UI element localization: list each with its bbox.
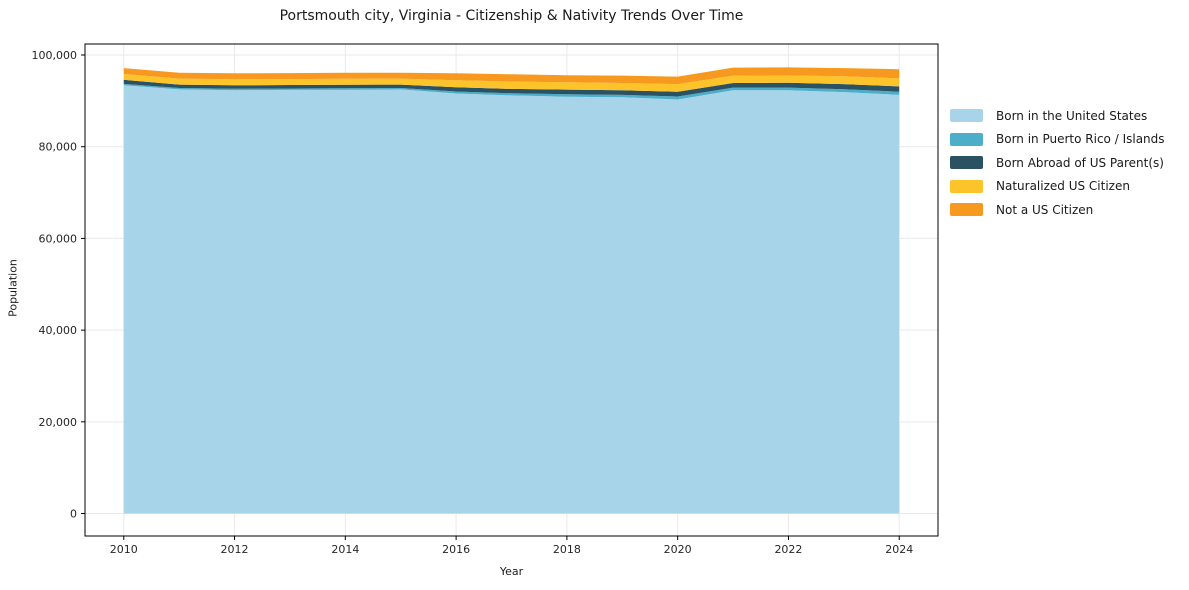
legend-item-born-abroad-of-us-parent-s: Born Abroad of US Parent(s)	[950, 151, 1165, 175]
legend-item-born-in-the-united-states: Born in the United States	[950, 104, 1165, 128]
x-tick-label: 2024	[885, 543, 913, 556]
legend-label: Not a US Citizen	[996, 202, 1094, 217]
y-tick-label: 40,000	[39, 324, 78, 337]
legend-item-born-in-puerto-rico-islands: Born in Puerto Rico / Islands	[950, 128, 1165, 152]
legend-label: Naturalized US Citizen	[996, 179, 1130, 194]
legend-swatch-icon	[950, 156, 983, 170]
x-tick-label: 2022	[774, 543, 802, 556]
area-naturalized-us-citizen	[123, 74, 900, 92]
legend: Born in the United States Born in Puerto …	[950, 104, 1165, 222]
x-tick-label: 2012	[221, 543, 249, 556]
legend-swatch-icon	[950, 132, 983, 146]
y-tick-label: 60,000	[39, 232, 78, 245]
chart-title: Portsmouth city, Virginia - Citizenship …	[279, 8, 744, 24]
legend-item-naturalized-us-citizen: Naturalized US Citizen	[950, 175, 1165, 199]
x-tick-label: 2020	[664, 543, 692, 556]
x-tick-label: 2014	[331, 543, 359, 556]
legend-label: Born in the United States	[996, 108, 1148, 123]
x-axis-label: Year	[499, 565, 524, 578]
plot-border	[84, 43, 939, 537]
legend-swatch-icon	[950, 203, 983, 217]
x-tick-label: 2010	[110, 543, 138, 556]
legend-item-not-a-us-citizen: Not a US Citizen	[950, 198, 1165, 222]
y-axis-label: Population	[6, 259, 20, 317]
area-born-in-the-united-states	[123, 85, 900, 514]
y-tick-label: 0	[70, 508, 77, 521]
x-tick-label: 2018	[553, 543, 581, 556]
area-not-a-us-citizen	[123, 67, 900, 85]
x-tick-label: 2016	[442, 543, 470, 556]
y-tick-label: 100,000	[32, 49, 78, 62]
y-tick-label: 80,000	[39, 141, 78, 154]
legend-swatch-icon	[950, 179, 983, 193]
legend-label: Born in Puerto Rico / Islands	[996, 132, 1165, 147]
y-tick-label: 20,000	[39, 416, 78, 429]
area-born-abroad-of-us-parent-s	[123, 79, 900, 97]
legend-swatch-icon	[950, 109, 983, 123]
legend-label: Born Abroad of US Parent(s)	[996, 155, 1164, 170]
